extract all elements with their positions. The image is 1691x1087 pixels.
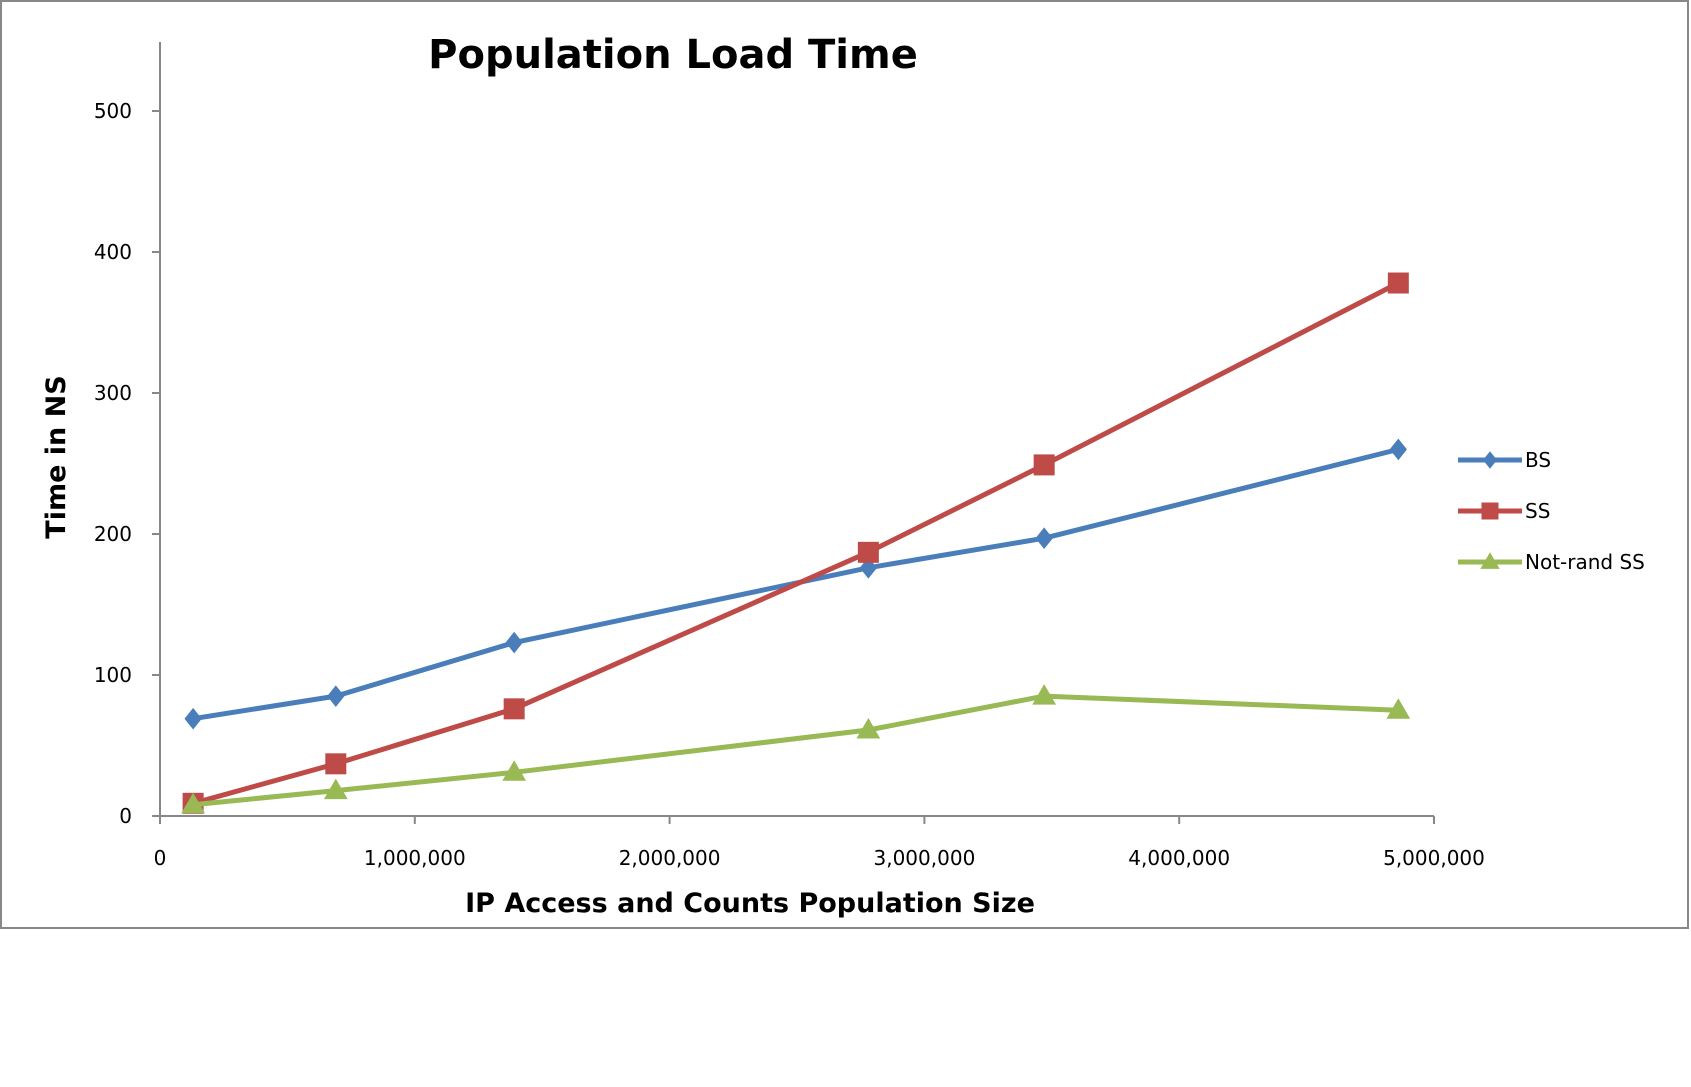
y-tick-label: 100 <box>94 663 132 687</box>
data-point-bs <box>184 707 202 730</box>
y-axis-label: Time in NS <box>41 375 72 538</box>
data-point-ss <box>503 698 525 720</box>
data-point-bs <box>327 685 345 707</box>
chart-border <box>0 0 1689 929</box>
plot-area: 0 100 200 300 400 500 0 1,000,000 2,000,000 3,000… <box>94 42 1485 870</box>
legend-marker-bs <box>1482 451 1498 469</box>
y-tick-label: 500 <box>94 99 132 123</box>
data-point-ss <box>857 541 879 563</box>
legend-marker-ss <box>1481 502 1499 520</box>
x-tick-label: 0 <box>154 846 167 870</box>
data-point-not-rand-ss <box>502 760 527 781</box>
data-point-bs <box>859 557 877 579</box>
x-tick-label: 1,000,000 <box>364 846 466 870</box>
series-line-bs <box>190 446 1401 722</box>
x-tick-label: 4,000,000 <box>1128 846 1230 870</box>
y-tick-label: 400 <box>94 240 132 264</box>
data-point-bs <box>1389 438 1407 461</box>
legend-label-ss: SS <box>1525 499 1550 523</box>
data-point-not-rand-ss <box>856 717 881 739</box>
series-line-not-rand-ss <box>190 693 1401 808</box>
data-point-not-rand-ss <box>323 778 348 800</box>
series-line-ss <box>190 280 1401 806</box>
legend-label-bs: BS <box>1525 448 1551 472</box>
y-tick-label: 300 <box>94 381 132 405</box>
legend-marker-not-rand-ss <box>1480 552 1500 569</box>
y-tick-label: 200 <box>94 522 132 546</box>
data-point-not-rand-ss <box>181 792 205 814</box>
x-axis-label: IP Access and Counts Population Size <box>465 888 1035 919</box>
data-point-not-rand-ss <box>1032 684 1057 705</box>
data-point-bs <box>505 631 523 654</box>
data-point-ss <box>325 753 347 775</box>
data-point-ss <box>1033 454 1055 476</box>
data-point-ss <box>1387 272 1409 294</box>
data-point-bs <box>1035 527 1053 550</box>
x-tick-label: 2,000,000 <box>619 846 721 870</box>
x-tick-label: 3,000,000 <box>874 846 976 870</box>
legend-label-not-rand-ss: Not-rand SS <box>1525 550 1645 574</box>
y-tick-label: 0 <box>119 804 132 828</box>
data-point-not-rand-ss <box>1386 698 1411 719</box>
x-tick-label: 5,000,000 <box>1383 846 1485 870</box>
chart-title: Population Load Time <box>428 32 918 78</box>
legend: BS SS Not-rand SS <box>1458 448 1645 574</box>
